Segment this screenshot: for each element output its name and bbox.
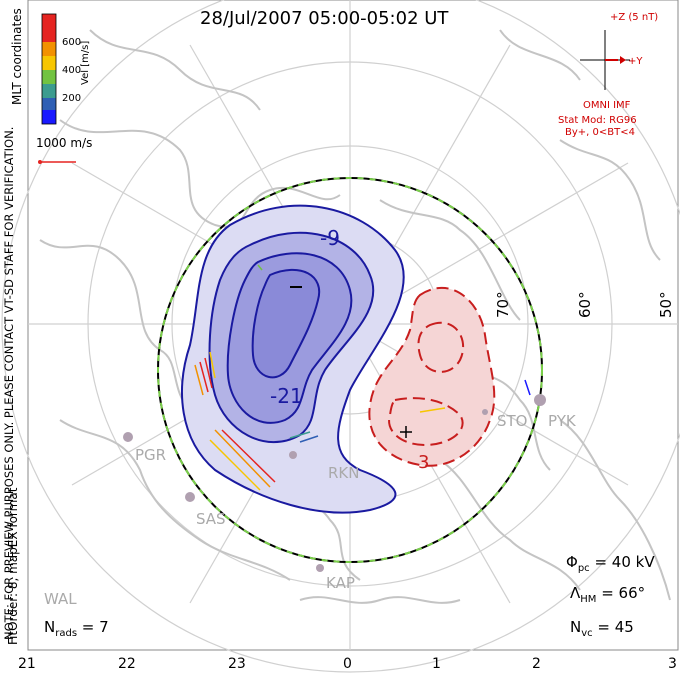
stat-phi-pc: Φpc = 40 kV [566,553,655,574]
imf-dial [580,30,630,90]
mlt-label-0: 0 [343,656,352,672]
negative-cell [181,204,405,514]
station-sas: SAS [196,510,226,528]
scale-tick-600: 600 [62,37,82,48]
imf-plus-y: +Y [628,56,643,67]
reference-vector-label: 1000 m/s [36,136,93,150]
lat-label-50: 50° [657,291,675,318]
scale-tick-200: 200 [62,93,82,104]
imf-model: Stat Mod: RG96 [558,115,637,126]
color-scale [41,13,57,125]
mlt-label-21: 21 [18,656,36,672]
station-markers [123,394,546,572]
map-title: 28/Jul/2007 05:00-05:02 UT [200,8,449,29]
plot-frame [27,0,679,651]
station-pyk: PYK [548,412,576,430]
mlt-label-3: 3 [668,656,677,672]
imf-condition: By+, 0<BT<4 [565,127,635,138]
mlt-label-1: 1 [432,656,441,672]
lat-label-70: 70° [494,291,512,318]
stat-lambda-hm: ΛHM = 66° [570,584,646,605]
station-wal: WAL [44,590,77,608]
mlt-label-2: 2 [532,656,541,672]
mlt-label-23: 23 [228,656,246,672]
lat-label-60: 60° [576,291,594,318]
stat-n-vc: Nvc = 45 [570,618,634,639]
station-pgr: PGR [135,446,167,464]
station-kap: KAP [326,574,355,592]
imf-source: OMNI IMF [583,100,631,111]
station-sto: STO [497,412,528,430]
velocity-vectors [194,264,531,491]
scale-unit-label: Vel [m/s] [80,40,91,85]
scale-tick-400: 400 [62,65,82,76]
station-rkn: RKN [328,464,360,482]
stat-n-rads: Nrads = 7 [44,618,109,639]
contour-label-neg-outer: -9 [320,226,340,250]
preview-note: NOTE: FOR PREVIEW PURPOSES ONLY. PLEASE … [2,126,16,640]
positive-cell [368,286,496,467]
contour-label-neg-inner: -21 [270,384,303,408]
reference-vector [38,160,76,164]
hm-boundary-dash [157,177,543,563]
mlt-label-22: 22 [118,656,136,672]
coords-label: MLT coordinates [10,8,24,105]
contour-label-pos: 3 [418,452,430,473]
imf-plus-z: +Z (5 nT) [610,12,659,23]
